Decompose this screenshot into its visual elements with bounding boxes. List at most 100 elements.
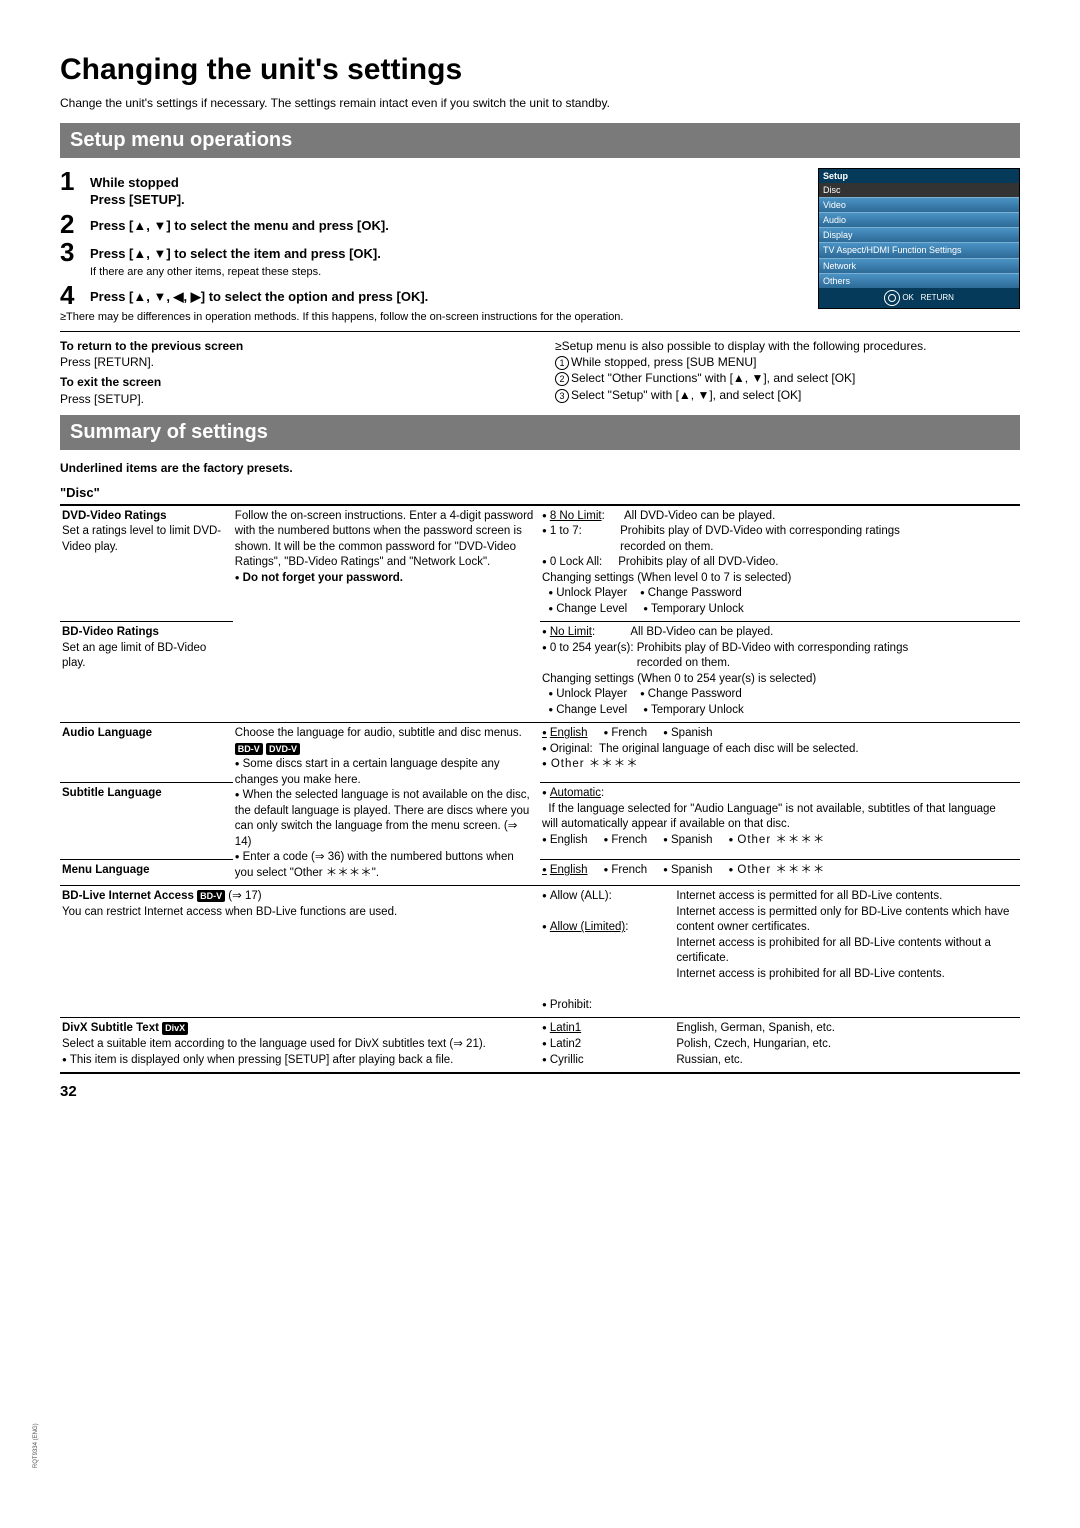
sl-auto: Automatic: [550, 787, 601, 799]
exit-title: To exit the screen: [60, 374, 525, 390]
sl-sp: Spanish: [663, 834, 712, 846]
step-num-4: 4: [60, 282, 90, 308]
menu-ok-label: OK: [902, 293, 914, 302]
num3-icon: 3: [555, 389, 569, 403]
dvd-c4: Temporary Unlock: [643, 603, 744, 615]
step-num-3: 3: [60, 239, 90, 265]
bd-c3: Change Level: [548, 704, 627, 716]
sl-auto-d: If the language selected for "Audio Lang…: [542, 803, 996, 831]
step3: Press [▲, ▼] to select the item and pres…: [90, 246, 381, 261]
bdl-o3: Prohibit:: [542, 999, 592, 1011]
divx-desc2: This item is displayed only when pressin…: [62, 1054, 453, 1066]
operation-note: ≥There may be differences in operation m…: [60, 310, 778, 325]
section-setup-menu: Setup menu operations: [60, 123, 1020, 158]
menu-item-network: Network: [819, 258, 1019, 273]
divx-o2: Latin2: [542, 1038, 581, 1050]
page-subtitle: Change the unit's settings if necessary.…: [60, 95, 1020, 111]
audio-lang-label: Audio Language: [62, 727, 152, 739]
alt-proc-3: Select "Setup" with [▲, ▼], and select […: [571, 388, 801, 402]
ok-icon: [884, 290, 900, 306]
sub-d2: When the selected language is not availa…: [235, 789, 530, 848]
step-num-1: 1: [60, 168, 90, 194]
step3-note: If there are any other items, repeat the…: [90, 266, 321, 278]
sub-d3: Enter a code (⇒ 36) with the numbered bu…: [235, 851, 514, 879]
bdv-badge-2: BD-V: [197, 890, 225, 902]
dvd-c2: Change Password: [640, 587, 742, 599]
setup-menu-box: Setup Disc Video Audio Display TV Aspect…: [818, 168, 1020, 309]
divx-o2d: Polish, Czech, Hungarian, etc.: [676, 1038, 831, 1050]
exit-body: Press [SETUP].: [60, 391, 525, 407]
left-notes: To return to the previous screen Press […: [60, 338, 525, 407]
dvd-ratings-desc: Set a ratings level to limit DVD-Video p…: [62, 525, 221, 553]
menu-item-tvaspect: TV Aspect/HDMI Function Settings: [819, 242, 1019, 257]
step-num-2: 2: [60, 211, 90, 237]
divx-o1: Latin1: [550, 1022, 581, 1034]
alt-proc-intro: ≥Setup menu is also possible to display …: [555, 338, 1020, 354]
sub-d1: Some discs start in a certain language d…: [235, 758, 500, 786]
menu-item-others: Others: [819, 273, 1019, 288]
menu-item-audio: Audio: [819, 212, 1019, 227]
dvd-opt-lockall-d: Prohibits play of all DVD-Video.: [618, 556, 778, 568]
dvd-opt-1to7: 1 to 7:: [542, 525, 582, 537]
dvd-ratings-label: DVD-Video Ratings: [62, 510, 167, 522]
bd-c1: Unlock Player: [548, 688, 627, 700]
menu-header: Setup: [819, 169, 1019, 183]
dvdv-badge: DVD-V: [266, 743, 300, 755]
step2: Press [▲, ▼] to select the menu and pres…: [90, 218, 389, 233]
section-summary: Summary of settings: [60, 415, 1020, 450]
subtitle-lang-label: Subtitle Language: [62, 787, 162, 799]
bd-opt-0to254: 0 to 254 year(s):: [542, 642, 634, 654]
divx-badge: DivX: [162, 1022, 188, 1034]
bdlive-label: BD-Live Internet Access: [62, 890, 194, 902]
disc-heading: "Disc": [60, 484, 1020, 506]
num2-icon: 2: [555, 372, 569, 386]
al-sp: Spanish: [663, 727, 712, 739]
bd-c2: Change Password: [640, 688, 742, 700]
bdl-o1d: Internet access is permitted for all BD-…: [676, 890, 942, 902]
sl-fr: French: [604, 834, 648, 846]
dvd-shared-desc: Follow the on-screen instructions. Enter…: [235, 510, 534, 569]
dvd-opt-lockall: 0 Lock All:: [542, 556, 602, 568]
return-prev-title: To return to the previous screen: [60, 338, 525, 354]
bd-c4: Temporary Unlock: [643, 704, 744, 716]
step4: Press [▲, ▼, ◀, ▶] to select the option …: [90, 289, 428, 304]
step1-line1: While stopped: [90, 175, 179, 190]
settings-table: DVD-Video Ratings Set a ratings level to…: [60, 506, 1020, 1073]
dvd-c1: Unlock Player: [548, 587, 627, 599]
menu-item-video: Video: [819, 197, 1019, 212]
divx-o3: Cyrillic: [542, 1054, 584, 1066]
sl-en: English: [542, 834, 588, 846]
bdl-o2d2: Internet access is prohibited for all BD…: [676, 937, 991, 965]
preset-note: Underlined items are the factory presets…: [60, 460, 1020, 476]
bdlive-desc: You can restrict Internet access when BD…: [62, 906, 397, 918]
divx-o1d: English, German, Spanish, etc.: [676, 1022, 835, 1034]
page-title: Changing the unit's settings: [60, 50, 1020, 91]
bdl-o1: Allow (ALL):: [542, 890, 612, 902]
ml-fr: French: [604, 864, 648, 876]
dvd-opt-8nolimit-d: All DVD-Video can be played.: [624, 510, 775, 522]
bd-opt-nolimit: No Limit: [550, 626, 592, 638]
bd-ratings-desc: Set an age limit of BD-Video play.: [62, 642, 206, 670]
bd-opt-nolimit-d: All BD-Video can be played.: [630, 626, 773, 638]
alt-proc-2: Select "Other Functions" with [▲, ▼], an…: [571, 371, 855, 385]
dvd-opt-1to7-d: Prohibits play of DVD-Video with corresp…: [620, 524, 940, 555]
bd-opt-0to254-d: Prohibits play of BD-Video with correspo…: [637, 641, 957, 672]
dvd-chg-title: Changing settings (When level 0 to 7 is …: [542, 572, 791, 584]
al-fr: French: [604, 727, 648, 739]
bdl-o2d: Internet access is permitted only for BD…: [676, 906, 1009, 934]
menu-return-label: RETURN: [921, 293, 954, 302]
step1-line2: Press [SETUP].: [90, 192, 185, 207]
bd-chg-title: Changing settings (When 0 to 254 year(s)…: [542, 673, 816, 685]
al-orig-d: The original language of each disc will …: [599, 743, 859, 755]
dvd-opt-8nolimit: 8 No Limit: [550, 510, 602, 522]
dvd-password-warn: Do not forget your password.: [235, 572, 403, 584]
ml-sp: Spanish: [663, 864, 712, 876]
right-notes: ≥Setup menu is also possible to display …: [555, 338, 1020, 407]
divx-desc1: Select a suitable item according to the …: [62, 1038, 486, 1050]
divx-o3d: Russian, etc.: [676, 1054, 742, 1066]
alt-proc-1: While stopped, press [SUB MENU]: [571, 355, 756, 369]
ml-en: English: [542, 864, 588, 876]
return-prev-body: Press [RETURN].: [60, 354, 525, 370]
dvd-c3: Change Level: [548, 603, 627, 615]
num1-icon: 1: [555, 356, 569, 370]
